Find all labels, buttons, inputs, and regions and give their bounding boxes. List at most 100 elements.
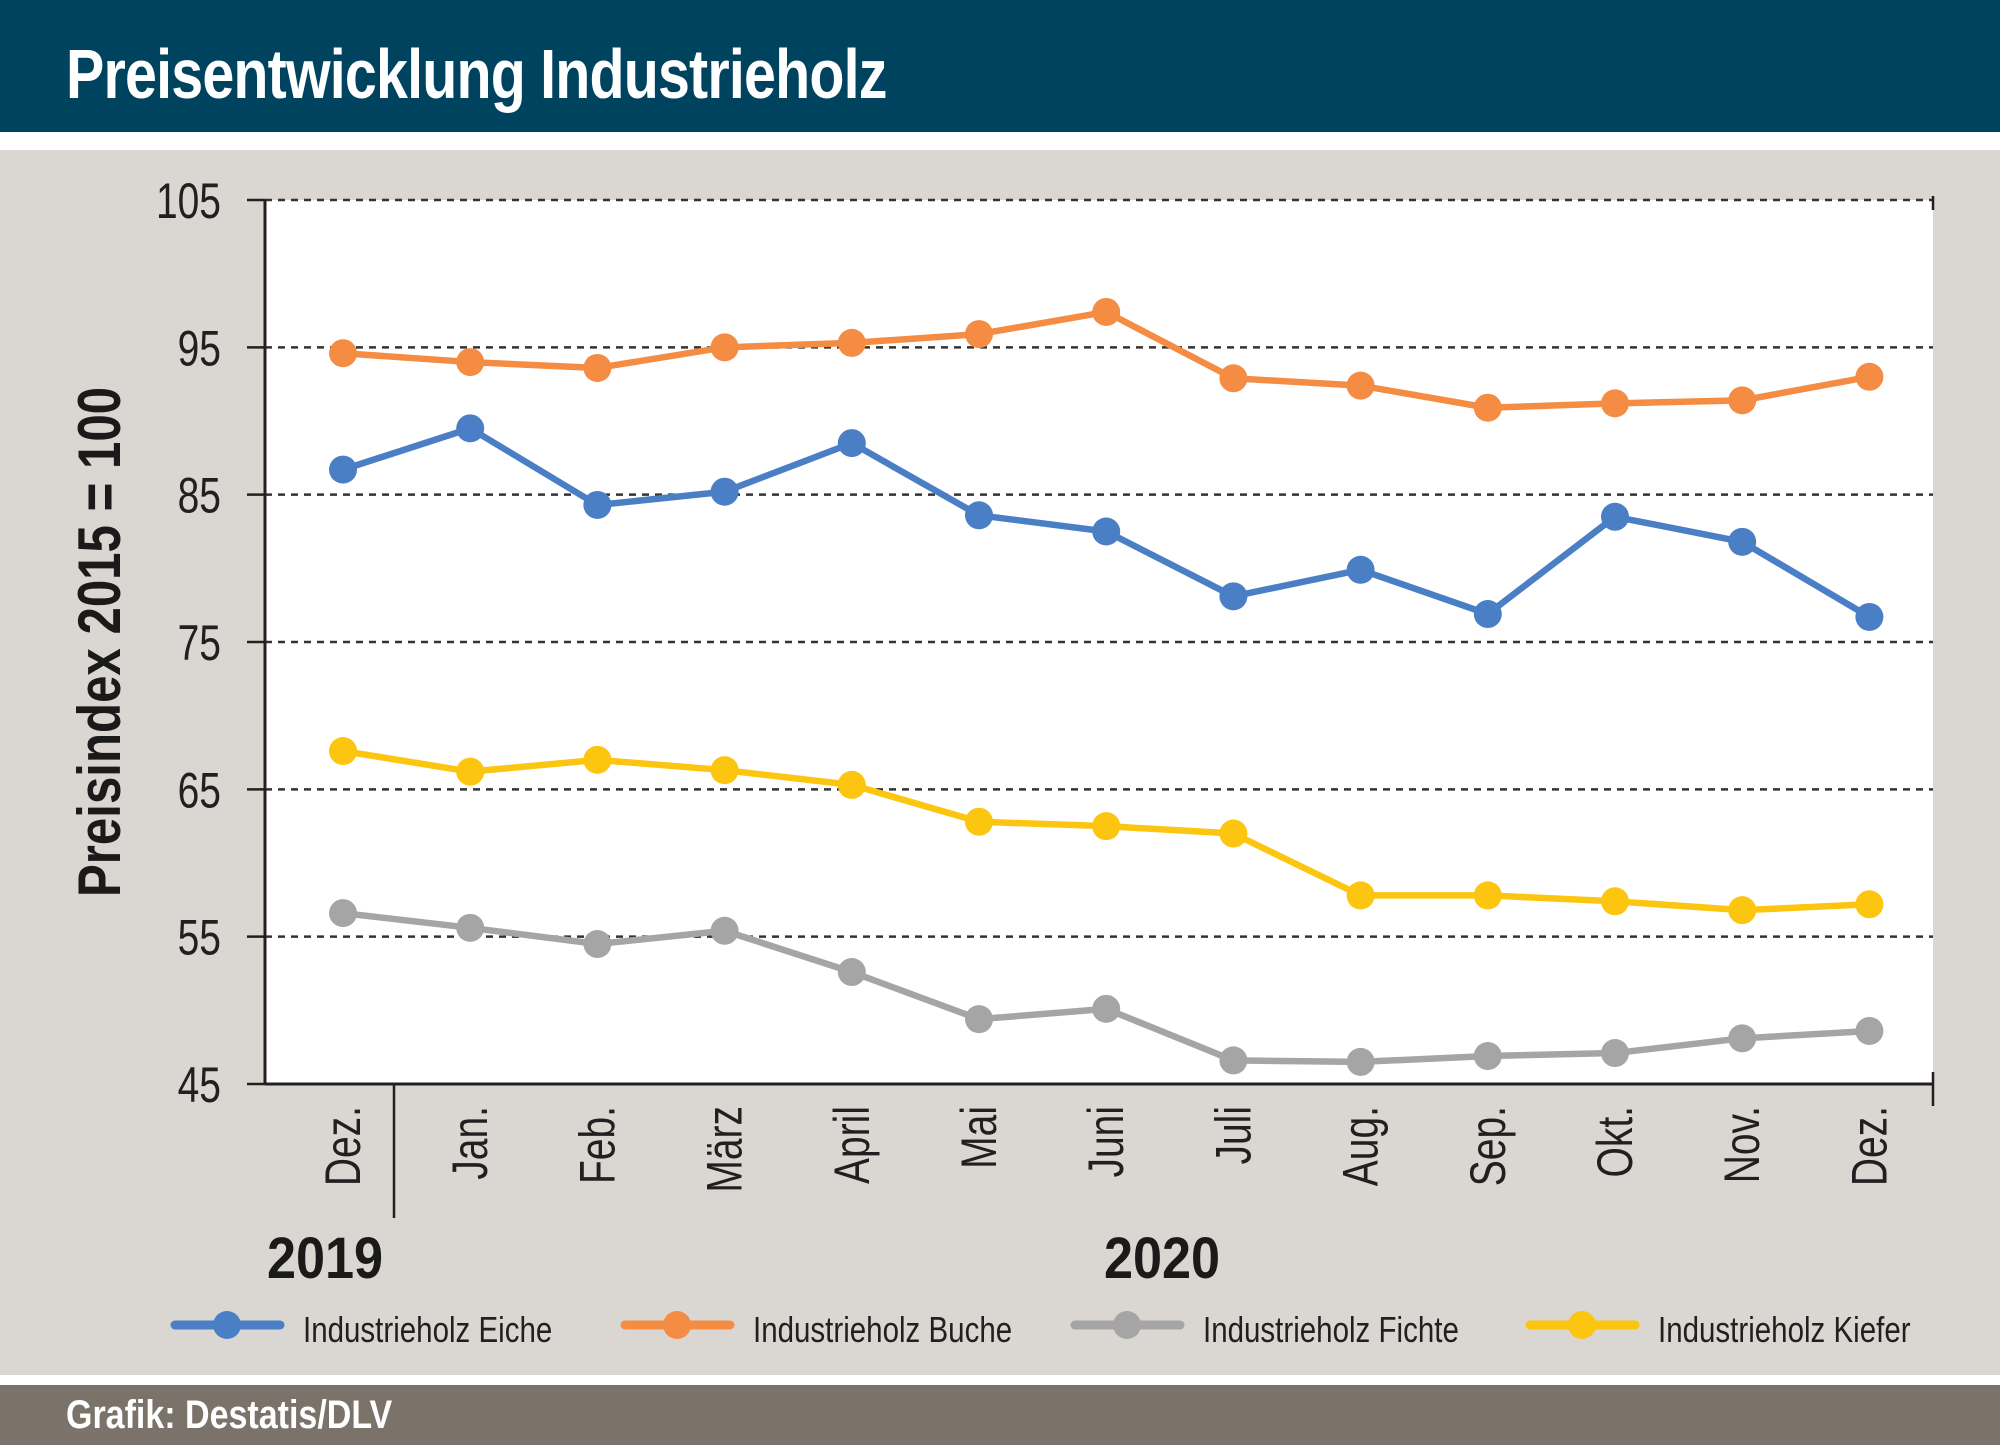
data-point [837, 958, 866, 987]
legend-item-1: Industrieholz Eiche [170, 1309, 552, 1350]
data-point [965, 320, 993, 349]
data-point [1601, 1039, 1629, 1068]
data-point [1728, 386, 1757, 415]
data-point [583, 490, 612, 519]
y-tick-label: 85 [178, 467, 221, 524]
page-title: Preisentwicklung Industrieholz [66, 35, 887, 113]
x-tick-label: Mai [950, 1106, 1007, 1169]
data-point [965, 1005, 993, 1034]
y-tick-label: 45 [178, 1056, 221, 1113]
data-point [1346, 1047, 1375, 1076]
legend-label: Industrieholz Eiche [303, 1309, 552, 1349]
legend-swatch-dot [1568, 1311, 1596, 1339]
x-tick-label: Juli [1205, 1106, 1262, 1165]
series-2 [329, 297, 1884, 422]
data-point [1219, 582, 1248, 611]
line-chart: 45 55 65 75 85 95 105 Dez. Jan. Feb. März April Mai… [65, 172, 1935, 1350]
y-tick-label: 95 [178, 320, 221, 377]
x-tick-label: Sep. [1459, 1106, 1516, 1186]
data-point [1219, 364, 1248, 393]
year-labels: 2019 2020 [267, 1225, 1220, 1290]
data-point [329, 899, 357, 928]
data-point [710, 756, 739, 785]
data-point [1728, 1024, 1757, 1053]
y-tick-label: 55 [178, 909, 221, 966]
data-point [1092, 994, 1121, 1023]
x-tick-label: Aug. [1332, 1106, 1389, 1186]
data-point [965, 501, 993, 530]
data-point [1473, 1042, 1502, 1071]
x-tick-labels: Dez. Jan. Feb. März April Mai Juni Juli Aug. Sep.… [314, 1106, 1897, 1193]
data-point [456, 913, 485, 942]
data-point [1219, 1046, 1248, 1075]
axes [247, 196, 1935, 1218]
data-point [1346, 371, 1375, 400]
data-point [1092, 812, 1121, 841]
data-point [1855, 602, 1884, 631]
source-credit: Grafik: Destatis/DLV [66, 1393, 393, 1437]
x-tick-label: Juni [1077, 1106, 1134, 1178]
footer-bar: Grafik: Destatis/DLV [0, 1385, 2000, 1445]
y-tick-label: 105 [156, 172, 221, 229]
legend-label: Industrieholz Fichte [1203, 1309, 1459, 1349]
x-tick-label: Jan. [441, 1106, 498, 1180]
data-point [1728, 896, 1757, 925]
y-tick-label: 65 [178, 762, 221, 819]
data-point [1601, 502, 1629, 531]
data-point [710, 916, 739, 945]
series-1 [329, 414, 1884, 631]
series-group [329, 297, 1884, 1076]
header-gap [0, 132, 2000, 150]
legend-item-3: Industrieholz Fichte [1070, 1309, 1459, 1350]
legend-item-2: Industrieholz Buche [620, 1309, 1012, 1350]
data-point [1601, 887, 1629, 916]
data-point [1728, 527, 1757, 556]
legend-swatch-dot [213, 1311, 241, 1339]
x-tick-label: Dez. [314, 1106, 371, 1186]
data-point [1092, 297, 1121, 326]
data-point [1855, 362, 1884, 391]
data-point [1855, 890, 1884, 919]
data-point [1473, 393, 1502, 422]
y-tick-labels: 45 55 65 75 85 95 105 [156, 172, 221, 1113]
legend-label: Industrieholz Kiefer [1658, 1309, 1911, 1349]
data-point [1855, 1016, 1884, 1045]
x-tick-label: Dez. [1841, 1106, 1898, 1186]
series-3 [329, 899, 1884, 1076]
data-point [1473, 881, 1502, 910]
data-point [329, 737, 357, 766]
y-tick-label: 75 [178, 614, 221, 671]
data-point [965, 807, 993, 836]
data-point [1601, 389, 1629, 418]
data-point [583, 745, 612, 774]
data-point [1473, 600, 1502, 629]
data-point [456, 414, 485, 443]
x-tick-label: Okt. [1586, 1106, 1643, 1177]
data-point [1219, 819, 1248, 848]
data-point [710, 477, 739, 506]
data-point [456, 348, 485, 377]
data-point [456, 757, 485, 786]
data-point [1092, 517, 1121, 546]
year-label-2019: 2019 [267, 1225, 383, 1290]
data-point [583, 353, 612, 382]
legend-item-4: Industrieholz Kiefer [1525, 1309, 1911, 1350]
legend: Industrieholz Eiche Industrieholz Buche In… [170, 1309, 1911, 1350]
data-point [710, 333, 739, 362]
data-point [329, 339, 357, 368]
legend-swatch-dot [1113, 1311, 1141, 1339]
x-tick-label: April [823, 1106, 880, 1184]
y-axis-title: Preisindex 2015 = 100 [65, 387, 133, 897]
data-point [583, 930, 612, 959]
data-point [837, 770, 866, 799]
x-tick-label: Feb. [569, 1106, 626, 1184]
data-point [837, 429, 866, 458]
data-point [329, 455, 357, 484]
data-point [1346, 555, 1375, 584]
header-bar: Preisentwicklung Industrieholz [0, 0, 2000, 132]
legend-label: Industrieholz Buche [753, 1309, 1012, 1349]
x-tick-label: März [696, 1106, 753, 1193]
legend-swatch-dot [663, 1311, 691, 1339]
series-4 [329, 737, 1884, 925]
data-point [837, 328, 866, 357]
